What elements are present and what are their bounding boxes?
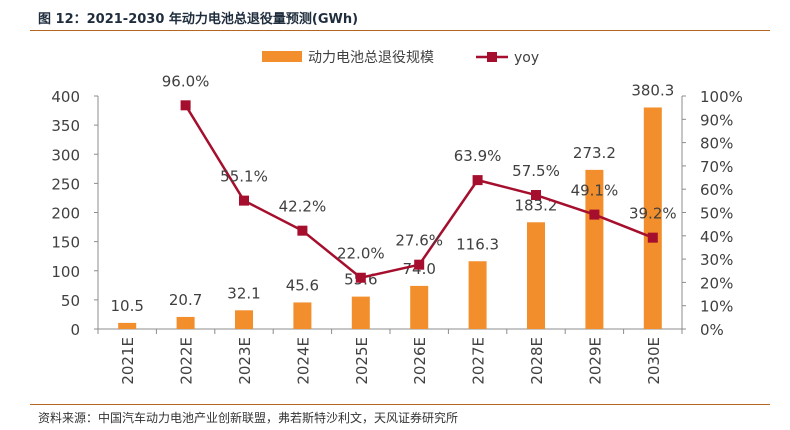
source-note: 资料来源：中国汽车动力电池产业创新联盟，弗若斯特沙利文，天风证券研究所: [38, 411, 459, 425]
y-right-tick-label: 60%: [700, 181, 733, 199]
x-tick-label: 2027E: [470, 337, 488, 385]
bar: [527, 222, 545, 329]
bar: [410, 285, 429, 329]
bar-value-label: 273.2: [573, 144, 616, 162]
yoy-point: [589, 209, 600, 220]
yoy-value-label: 39.2%: [629, 205, 677, 223]
x-tick-label: 2022E: [178, 337, 196, 385]
bar-value-label: 380.3: [631, 81, 674, 99]
figure-title: 图 12：2021-2030 年动力电池总退役量预测(GWh): [38, 12, 359, 27]
y-right-tick-label: 10%: [700, 298, 733, 316]
bar-value-label: 183.2: [515, 196, 558, 214]
x-tick-label: 2026E: [411, 337, 429, 385]
bar-value-label: 116.3: [456, 235, 499, 253]
bar: [351, 296, 370, 329]
yoy-point: [414, 259, 425, 270]
bar-value-label: 45.6: [286, 276, 319, 294]
x-tick-label: 2025E: [353, 337, 371, 385]
x-tick-label: 2023E: [236, 337, 254, 385]
y-left-tick-label: 300: [51, 146, 80, 164]
bar: [176, 316, 195, 329]
y-left-tick-label: 150: [51, 234, 80, 252]
legend-line-label: yoy: [514, 50, 539, 66]
yoy-point: [180, 100, 191, 111]
yoy-value-label: 96.0%: [162, 72, 210, 90]
y-right-tick-label: 30%: [700, 251, 733, 269]
bar: [468, 261, 487, 329]
yoy-value-label: 27.6%: [395, 232, 443, 250]
yoy-point: [531, 190, 541, 201]
yoy-point: [472, 175, 483, 186]
bar-value-label: 20.7: [169, 291, 202, 309]
bar: [235, 310, 253, 329]
yoy-value-label: 55.1%: [220, 168, 268, 186]
legend-bar-swatch: [262, 51, 302, 62]
y-left-tick-label: 100: [51, 263, 80, 281]
x-tick-label: 2028E: [528, 337, 546, 385]
legend-line-marker: [487, 52, 497, 62]
y-left-tick-label: 50: [61, 292, 80, 310]
bar: [643, 107, 662, 329]
bar: [118, 322, 137, 329]
y-right-tick-label: 80%: [700, 135, 733, 153]
y-left-tick-label: 350: [51, 117, 80, 135]
legend-bar-label: 动力电池总退役规模: [308, 50, 434, 66]
y-right-tick-label: 90%: [700, 111, 733, 129]
y-left-tick-label: 0: [70, 321, 80, 339]
yoy-point: [239, 195, 249, 206]
yoy-value-label: 42.2%: [279, 198, 327, 216]
y-right-tick-label: 50%: [700, 205, 733, 223]
yoy-point: [355, 272, 366, 283]
yoy-value-label: 57.5%: [512, 162, 560, 180]
y-left-tick-label: 250: [51, 175, 80, 193]
yoy-point: [297, 225, 308, 236]
yoy-point: [647, 232, 658, 243]
bar: [293, 302, 312, 329]
yoy-value-label: 63.9%: [454, 147, 502, 165]
y-right-tick-label: 70%: [700, 158, 733, 176]
x-tick-label: 2024E: [294, 337, 312, 385]
bar-value-label: 32.1: [227, 284, 260, 302]
y-left-tick-label: 400: [51, 88, 80, 106]
x-tick-label: 2029E: [586, 337, 604, 385]
x-tick-label: 2021E: [119, 337, 137, 385]
y-left-tick-label: 200: [51, 205, 80, 223]
y-right-tick-label: 40%: [700, 228, 733, 246]
bar-value-label: 10.5: [110, 297, 143, 315]
title-rule: [30, 30, 770, 31]
y-right-tick-label: 0%: [700, 321, 724, 339]
yoy-value-label: 49.1%: [571, 182, 619, 200]
source-rule: [30, 404, 770, 405]
y-right-tick-label: 20%: [700, 274, 733, 292]
yoy-value-label: 22.0%: [337, 245, 385, 263]
y-right-tick-label: 100%: [700, 88, 743, 106]
x-tick-label: 2030E: [645, 337, 663, 385]
